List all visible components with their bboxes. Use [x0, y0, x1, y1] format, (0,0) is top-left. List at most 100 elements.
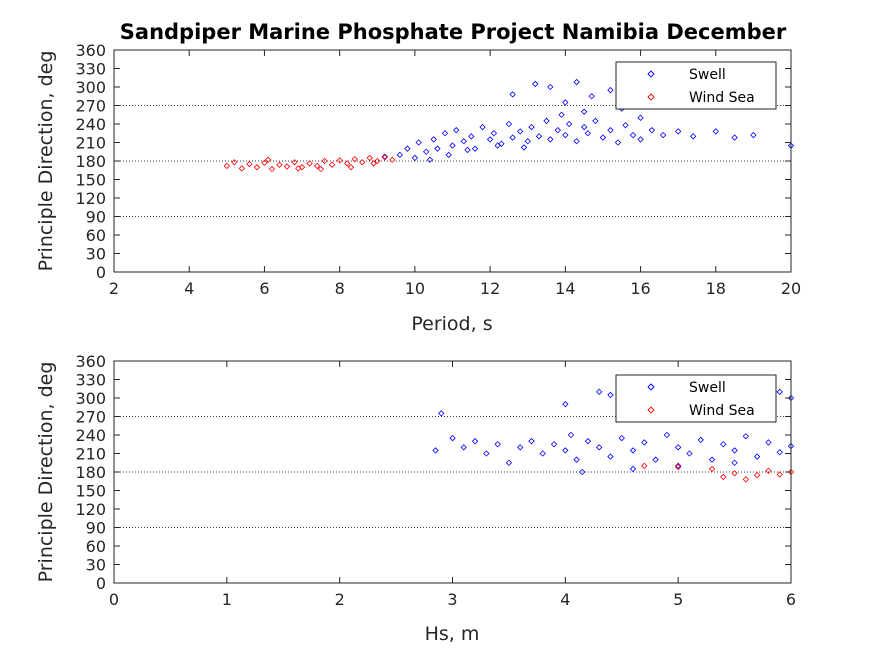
wind-sea-point	[389, 156, 396, 163]
legend-windsea-label: Wind Sea	[689, 90, 755, 106]
swell-point	[562, 99, 569, 106]
swell-point	[547, 136, 554, 143]
y-tick-label: 240	[75, 115, 106, 134]
wind-sea-point	[317, 165, 325, 173]
x-axis-label: Period, s	[411, 313, 492, 335]
swell-point	[453, 127, 460, 134]
wind-sea-point	[720, 473, 727, 481]
swell-point	[618, 434, 625, 442]
wind-sea-point	[641, 462, 648, 469]
swell-point	[659, 131, 667, 139]
swell-point	[468, 133, 475, 140]
swell-point	[690, 133, 697, 140]
wind-sea-point	[268, 165, 276, 173]
y-tick-label: 240	[75, 426, 106, 445]
x-tick-label: 6	[786, 590, 796, 609]
wind-sea-point	[370, 160, 377, 167]
swell-point	[648, 127, 656, 134]
swell-point	[567, 431, 575, 439]
y-tick-label: 90	[86, 519, 106, 538]
swell-point	[509, 134, 516, 141]
swell-point	[753, 453, 761, 460]
swell-point	[573, 78, 580, 86]
wind-sea-point	[347, 164, 355, 171]
wind-sea-point	[231, 159, 238, 166]
wind-sea-point	[298, 164, 306, 171]
swell-point	[573, 138, 580, 145]
swell-point	[562, 401, 569, 408]
y-tick-label: 30	[86, 556, 106, 575]
swell-point	[460, 444, 467, 451]
swell-point	[622, 122, 629, 129]
swell-point	[596, 444, 603, 451]
x-tick-label: 18	[706, 279, 726, 298]
y-tick-label: 210	[75, 134, 106, 153]
x-tick-label: 20	[781, 279, 801, 298]
swell-point	[663, 431, 671, 439]
x-axis-label: Hs, m	[425, 623, 480, 645]
swell-point	[731, 447, 738, 454]
y-tick-label: 330	[75, 371, 106, 390]
swell-point	[580, 108, 588, 115]
swell-point	[539, 450, 546, 457]
legend-box	[615, 374, 777, 423]
swell-point	[697, 436, 704, 444]
wind-sea-point	[295, 165, 302, 172]
swell-point	[565, 120, 573, 128]
y-axis-label: Principle Direction, deg	[35, 362, 57, 583]
swell-point	[471, 145, 479, 152]
swell-point	[629, 465, 637, 473]
swell-point	[579, 468, 586, 476]
swell-point	[742, 433, 750, 440]
swell-point	[629, 447, 637, 454]
swell-point	[607, 86, 614, 94]
wind-sea-point	[776, 471, 783, 478]
wind-sea-point	[708, 465, 716, 473]
legend-windsea-label: Wind Sea	[689, 403, 755, 419]
y-axis-label: Principle Direction, deg	[35, 51, 57, 272]
y-tick-label: 270	[75, 408, 106, 427]
swell-point	[471, 438, 479, 445]
swell-point	[411, 154, 419, 162]
y-tick-label: 150	[75, 171, 106, 190]
x-tick-label: 3	[447, 590, 457, 609]
wind-sea-point	[351, 155, 358, 163]
swell-point	[584, 130, 592, 137]
y-tick-label: 0	[96, 574, 106, 593]
legend-swell-marker	[647, 383, 655, 391]
swell-point	[426, 156, 434, 163]
wind-sea-point	[753, 471, 761, 479]
y-tick-label: 150	[75, 482, 106, 501]
hs-direction-plot: 0 1 2 3 4 5 6030609012015018021024027030033036…	[35, 352, 796, 645]
axis-ticks: 0 1 2 3 4 5 6030609012015018021024027030033036…	[75, 352, 796, 609]
swell-point	[675, 444, 682, 451]
swell-point	[438, 410, 445, 417]
swell-point	[547, 83, 554, 91]
swell-point	[562, 131, 569, 139]
swell-point	[712, 128, 719, 135]
x-tick-label: 2	[335, 590, 345, 609]
swell-point	[524, 138, 531, 145]
wind-sea-point	[336, 157, 343, 164]
x-tick-label: 12	[480, 279, 500, 298]
swell-point	[554, 127, 561, 134]
swell-point	[731, 459, 738, 466]
swell-point	[535, 133, 543, 140]
axis-ticks: 2 4 6 8 10 12 14 16 18 20 030609012015018021024027…	[75, 41, 801, 298]
chart-title: Sandpiper Marine Phosphate Project Namib…	[120, 20, 787, 44]
y-tick-label: 300	[75, 389, 106, 408]
swell-point	[505, 120, 513, 128]
wind-sea-point	[261, 159, 268, 167]
swell-point	[596, 388, 603, 395]
swell-point	[637, 136, 644, 143]
swell-point	[750, 131, 757, 139]
y-tick-label: 300	[75, 78, 106, 97]
x-tick-label: 4	[184, 279, 194, 298]
y-tick-label: 360	[75, 41, 106, 60]
swell-point	[520, 144, 528, 151]
swell-point	[490, 130, 498, 137]
swell-point	[562, 447, 569, 454]
swell-point	[675, 128, 682, 135]
swell-point	[396, 151, 404, 158]
